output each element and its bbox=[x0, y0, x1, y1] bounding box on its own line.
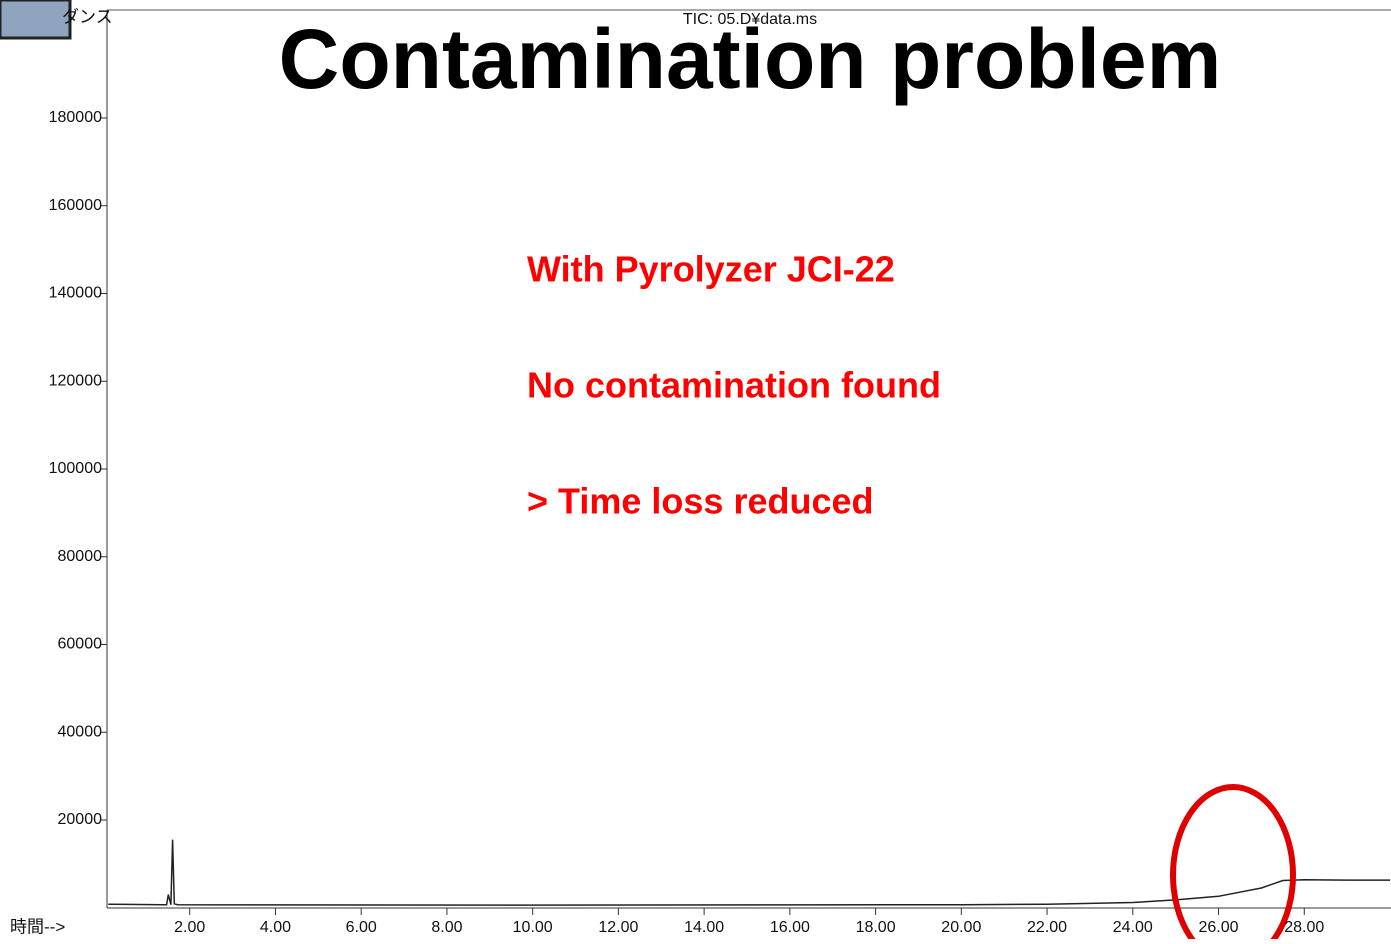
data-line bbox=[108, 840, 1390, 905]
y-tick-label: 20000 bbox=[58, 811, 103, 828]
annotation: > Time loss reduced bbox=[527, 481, 873, 522]
annotation: With Pyrolyzer JCI-22 bbox=[527, 249, 895, 290]
x-tick-label: 6.00 bbox=[346, 919, 377, 936]
y-tick-label: 160000 bbox=[49, 197, 102, 214]
y-tick-label: 40000 bbox=[58, 723, 103, 740]
x-tick-label: 10.00 bbox=[513, 919, 553, 936]
y-tick-label: 180000 bbox=[49, 109, 102, 126]
slide-heading: Contamination problem bbox=[279, 12, 1222, 106]
x-axis-label: 時間--> bbox=[10, 917, 65, 936]
y-tick-label: 60000 bbox=[58, 636, 103, 653]
y-tick-label: 140000 bbox=[49, 285, 102, 302]
y-tick-label: 120000 bbox=[49, 372, 102, 389]
annotation: No contamination found bbox=[527, 365, 941, 406]
x-tick-label: 14.00 bbox=[684, 919, 724, 936]
x-tick-label: 26.00 bbox=[1199, 919, 1239, 936]
x-tick-label: 22.00 bbox=[1027, 919, 1067, 936]
x-tick-label: 2.00 bbox=[174, 919, 205, 936]
x-tick-label: 4.00 bbox=[260, 919, 291, 936]
x-tick-label: 8.00 bbox=[431, 919, 462, 936]
y-tick-label: 80000 bbox=[58, 548, 103, 565]
x-tick-label: 12.00 bbox=[598, 919, 638, 936]
x-tick-label: 24.00 bbox=[1113, 919, 1153, 936]
y-axis-label: ダンス bbox=[62, 7, 113, 26]
corner-icon bbox=[0, 0, 70, 38]
chart: ダンス 時間--> TIC: 05.D¥data.ms Contaminatio… bbox=[0, 0, 1391, 939]
page: ダンス 時間--> TIC: 05.D¥data.ms Contaminatio… bbox=[0, 0, 1391, 939]
x-tick-label: 28.00 bbox=[1284, 919, 1324, 936]
x-tick-label: 20.00 bbox=[941, 919, 981, 936]
x-tick-label: 18.00 bbox=[856, 919, 896, 936]
y-tick-label: 100000 bbox=[49, 460, 102, 477]
x-tick-label: 16.00 bbox=[770, 919, 810, 936]
highlight-circle bbox=[1173, 787, 1293, 939]
